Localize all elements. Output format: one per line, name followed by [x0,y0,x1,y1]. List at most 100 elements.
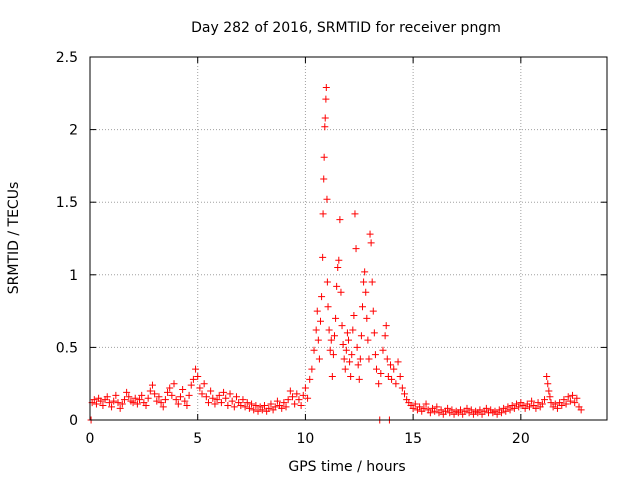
plot-frame [89,56,608,421]
data-point [426,409,434,417]
data-point [396,372,404,380]
data-point [411,400,419,408]
data-point [342,346,350,354]
data-point [354,361,362,369]
data-point [192,365,200,373]
data-point [196,384,204,392]
x-tick-label: 0 [86,431,95,447]
data-point [521,404,529,412]
data-point [325,326,333,334]
data-point [502,407,510,415]
data-point [241,403,249,411]
data-point [351,210,359,218]
data-point [318,293,326,301]
data-point [545,387,553,395]
data-point [332,314,340,322]
data-point [546,393,554,401]
data-point [209,394,217,402]
data-point [346,358,354,366]
data-point [194,372,202,380]
data-point [463,404,471,412]
data-point [120,396,128,404]
data-point [420,404,428,412]
data-point [373,365,381,373]
data-point [345,336,352,344]
data-point [187,381,195,389]
data-point [220,388,228,396]
data-point [136,396,144,404]
data-point [131,394,139,402]
data-point [381,332,389,340]
data-point [313,307,321,315]
data-point [398,384,406,392]
data-point [362,288,370,296]
x-axis-label: GPS time / hours [288,459,405,475]
data-point [151,390,159,398]
data-point [299,391,307,399]
data-point [112,391,120,399]
data-point [323,278,331,286]
data-point [558,401,566,409]
data-point [369,307,377,315]
data-point [365,355,373,363]
data-point [273,397,281,405]
data-point [204,399,212,407]
data-point [390,365,398,373]
data-point [260,401,268,409]
data-point [237,401,245,409]
data-point [166,384,174,392]
data-point [569,391,577,399]
data-point [336,216,344,224]
data-point [319,253,327,261]
data-point [211,400,219,408]
data-point [337,288,345,296]
data-point [92,400,100,408]
data-point [553,404,561,412]
data-point [528,397,536,405]
data-point [202,393,210,401]
data-point [174,400,182,408]
data-point [295,396,303,404]
data-point [341,365,349,373]
data-point [207,387,215,395]
data-point [339,340,347,348]
data-point [482,404,490,412]
data-point [515,403,523,411]
data-point [573,394,581,402]
data-point [308,365,316,373]
data-point [348,351,356,359]
data-point [577,406,585,414]
data-point [356,355,364,363]
data-point [562,400,570,408]
data-point [230,403,238,411]
data-point [232,393,240,401]
data-point [352,245,360,253]
data-point [322,95,330,103]
data-point [153,397,161,405]
data-point [564,393,572,401]
x-tick-label: 10 [297,431,315,447]
data-point [416,403,424,411]
data-point [118,400,126,408]
data-point [560,396,568,404]
data-point [367,239,375,247]
data-point [343,329,351,337]
data-point [497,409,505,417]
data-point [467,406,475,414]
data-point [161,396,169,404]
data-point [543,372,551,380]
data-point [215,391,223,399]
data-point [379,346,387,354]
data-point [284,396,292,404]
data-point [315,355,323,363]
data-point [566,397,574,405]
data-point [189,375,197,383]
x-tick-label: 5 [193,431,202,447]
data-point [293,390,301,398]
data-point [183,401,191,409]
data-point [409,404,417,412]
data-point [310,346,318,354]
data-point [265,404,273,412]
data-point [551,400,559,408]
